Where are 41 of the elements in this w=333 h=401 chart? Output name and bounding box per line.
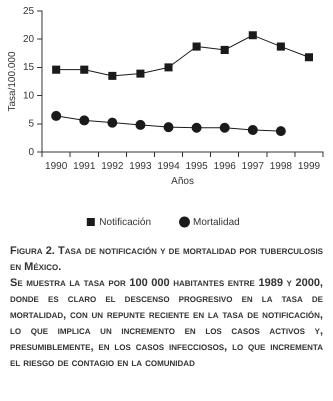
- x-axis-title: Años: [171, 176, 194, 187]
- x-tick-label: 1999: [298, 160, 321, 172]
- y-tick-label: 5: [28, 118, 35, 130]
- y-tick-label: 15: [23, 62, 35, 74]
- point: [220, 46, 229, 54]
- point: [220, 122, 230, 133]
- text: Figura 2. Tasa de notificación y de mortalidad por tuberculosis en México.: [10, 244, 323, 275]
- y-tick-label: 0: [28, 146, 35, 158]
- point: [107, 118, 118, 128]
- point: [80, 66, 88, 74]
- point: [304, 53, 313, 62]
- point: [164, 63, 173, 72]
- point: [136, 70, 144, 78]
- point: [192, 42, 201, 51]
- point: [276, 42, 285, 51]
- x-tick-label: 1993: [129, 160, 152, 172]
- y-tick-label: 20: [23, 34, 35, 45]
- x-tick-label: 1991: [73, 160, 96, 172]
- point: [248, 125, 258, 136]
- y-axis-title: Tasa/100.000: [6, 51, 18, 112]
- x-tick-label: 1997: [242, 160, 264, 172]
- point: [52, 66, 60, 74]
- point: [192, 122, 202, 133]
- x-tick-label: 1996: [214, 160, 236, 172]
- legend-label: Mortalidad: [193, 216, 240, 228]
- x-tick-label: 1992: [101, 160, 124, 172]
- point: [108, 72, 116, 80]
- y-tick-label: 25: [23, 6, 35, 17]
- legend-label: Notificación: [99, 216, 152, 228]
- point: [135, 120, 146, 130]
- x-tick-label: 1998: [270, 160, 292, 172]
- point: [164, 122, 174, 132]
- x-tick-label: 1994: [157, 160, 180, 172]
- x-tick-label: 1990: [45, 160, 68, 172]
- point: [51, 110, 62, 121]
- y-tick-label: 10: [23, 90, 35, 102]
- x-tick-label: 1995: [185, 160, 208, 172]
- text: Se muestra la tasa por 100 000 habitantes entre 1989 y 2000, donde es claro el descenso progresivo en la tasa de mortalidad, con un repunte reciente en la tasa de notificación, lo que implica un incremento en los casos activos y, presumiblemente, en los casos infecciosos, lo que incrementa el riesgo de contagio en la comunidad: [10, 276, 323, 371]
- point: [248, 31, 257, 40]
- point: [79, 115, 90, 126]
- point: [276, 126, 286, 136]
